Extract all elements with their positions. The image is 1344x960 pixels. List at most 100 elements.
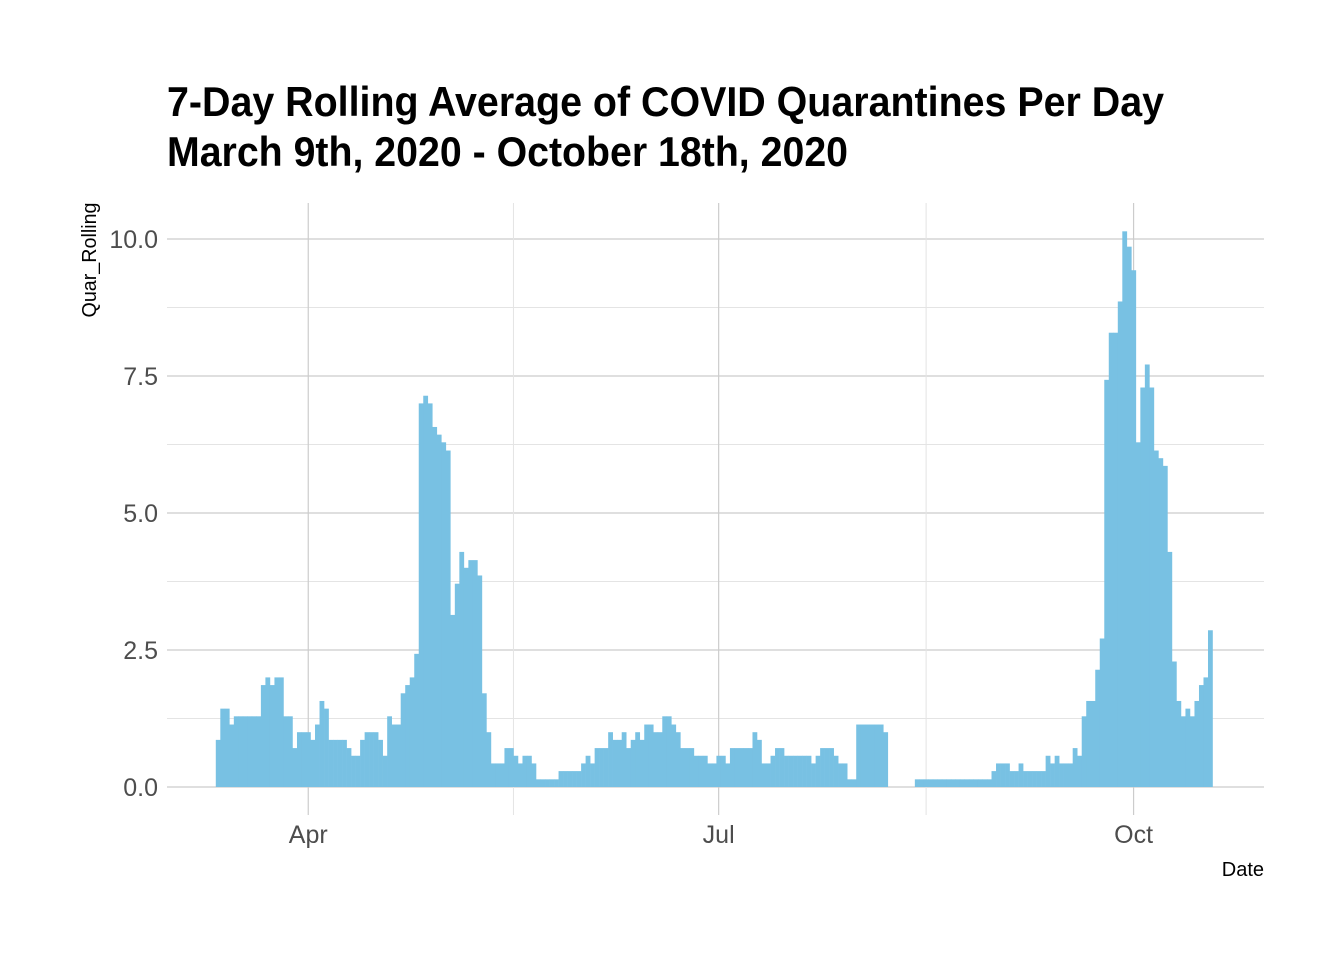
bar	[454, 583, 460, 787]
bar	[545, 779, 550, 787]
bar	[324, 708, 329, 787]
bar	[833, 755, 839, 787]
bar	[369, 732, 374, 787]
bar	[1041, 771, 1046, 787]
bar	[977, 779, 983, 787]
bar	[756, 739, 762, 787]
bar	[495, 763, 501, 787]
bar	[996, 763, 1001, 787]
bar	[310, 739, 316, 787]
bar	[680, 748, 686, 787]
bar	[639, 739, 645, 787]
bar	[1063, 763, 1069, 787]
bar	[251, 716, 257, 787]
bar	[536, 779, 541, 787]
bar	[982, 779, 988, 787]
bar	[450, 614, 456, 787]
bar	[1162, 465, 1168, 787]
bar	[635, 732, 641, 787]
y-tick-label: 2.5	[123, 637, 158, 665]
bar	[278, 677, 284, 787]
bar	[747, 748, 753, 787]
bar	[549, 779, 555, 787]
bar	[247, 716, 253, 787]
bar	[729, 748, 735, 787]
bar	[716, 755, 722, 787]
y-tick-label: 10.0	[109, 226, 158, 254]
bar	[666, 716, 672, 787]
x-tick-labels: Apr Jul Oct	[289, 821, 1153, 849]
bar	[626, 748, 632, 787]
bar	[734, 748, 740, 787]
bars	[215, 231, 1213, 788]
bar	[581, 763, 586, 787]
bar	[355, 755, 361, 787]
bar	[1158, 458, 1164, 787]
bar	[364, 732, 370, 787]
bar	[1014, 771, 1019, 787]
x-axis-label: Date	[1222, 859, 1264, 881]
bar	[932, 779, 938, 787]
bar	[242, 716, 248, 787]
bar	[811, 763, 816, 787]
bar	[955, 779, 961, 787]
y-axis-label: Quar_Rolling	[79, 203, 101, 318]
bar	[603, 748, 609, 787]
bar	[229, 724, 235, 787]
bar	[720, 755, 726, 787]
bar	[554, 779, 559, 787]
bar	[806, 755, 812, 787]
bar	[1068, 763, 1073, 787]
y-tick-label: 5.0	[123, 500, 158, 528]
bar	[477, 575, 483, 787]
bar	[567, 771, 573, 787]
bar	[400, 693, 406, 787]
bar	[838, 763, 843, 787]
bar	[576, 771, 582, 787]
bar	[590, 763, 595, 787]
bar	[405, 685, 411, 787]
y-tick-labels: 0.0 2.5 5.0 7.5 10.0	[109, 226, 158, 802]
bar	[608, 732, 613, 787]
bar	[594, 748, 600, 787]
bar	[522, 755, 528, 787]
bar	[1000, 763, 1006, 787]
bar	[1117, 301, 1123, 787]
bar	[319, 700, 325, 787]
bar	[342, 739, 347, 787]
chart-title: 7-Day Rolling Average of COVID Quarantin…	[167, 78, 1165, 125]
chart-subtitle: March 9th, 2020 - October 18th, 2020	[167, 128, 848, 175]
bar	[793, 755, 798, 787]
bar	[775, 748, 780, 787]
bar	[346, 748, 352, 787]
bar	[946, 779, 952, 787]
bar	[991, 771, 997, 787]
bar	[274, 677, 280, 787]
bar	[856, 724, 862, 787]
bar	[824, 748, 830, 787]
bar	[869, 724, 875, 787]
bar	[968, 779, 974, 787]
bar	[572, 771, 577, 787]
bar	[964, 779, 970, 787]
bar	[283, 716, 289, 787]
bar	[784, 755, 789, 787]
bar	[802, 755, 807, 787]
bar	[684, 748, 690, 787]
bar	[490, 763, 496, 787]
bar	[508, 748, 514, 787]
bar	[220, 708, 226, 787]
bar	[414, 653, 420, 787]
bar	[540, 779, 546, 787]
bar	[617, 739, 622, 787]
bar	[950, 779, 956, 787]
bar	[1081, 716, 1087, 787]
bar	[914, 779, 920, 787]
bar	[328, 739, 334, 787]
bar	[630, 739, 636, 787]
bar	[468, 560, 474, 787]
bar	[693, 755, 699, 787]
bar	[260, 685, 266, 787]
bar	[752, 732, 758, 787]
